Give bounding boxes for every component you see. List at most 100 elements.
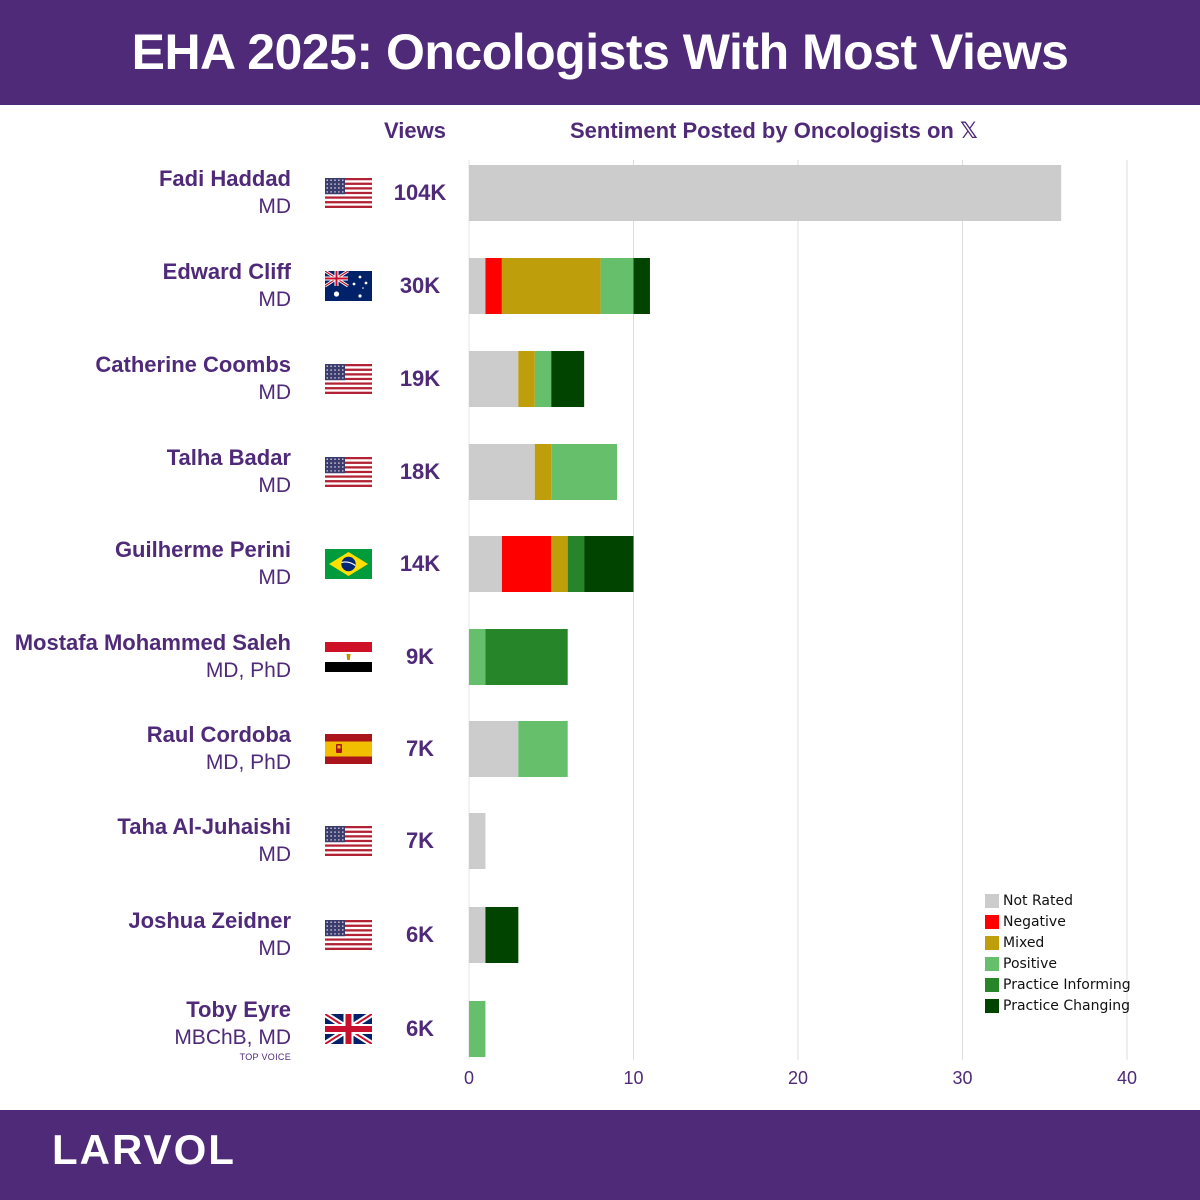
oncologist-name: Mostafa Mohammed Saleh: [14, 630, 291, 655]
views-value: 6K: [405, 922, 435, 947]
legend-label: Practice Changing: [1003, 997, 1131, 1014]
oncologist-name: Joshua Zeidner: [128, 908, 291, 933]
views-value: 104K: [393, 180, 447, 205]
oncologist-name: Toby Eyre: [186, 996, 291, 1022]
oncologist-degree: MD: [258, 937, 291, 960]
oncologist-name: Guilherme Perini: [114, 537, 291, 562]
name-block: Talha Badar MD: [1, 426, 291, 518]
oncologist-degree: MD: [258, 288, 291, 311]
oncologist-row: Toby Eyre MBChB, MD TOP VOICE 6K: [0, 983, 460, 1075]
bar-segment: [501, 258, 601, 314]
us-flag-icon: [325, 457, 372, 488]
oncologist-row: Mostafa Mohammed Saleh MD, PhD 9K: [0, 611, 460, 703]
bar-segment: [501, 536, 552, 592]
bar-segment: [534, 444, 552, 500]
legend-label: Not Rated: [1003, 892, 1073, 909]
legend-label: Positive: [1003, 955, 1057, 972]
chart-legend: Not Rated Negative Mixed Positive Practice I…: [985, 890, 1145, 1016]
bar-segment: [518, 721, 568, 777]
views-value: 30K: [399, 273, 441, 298]
name-block: Guilherme Perini MD: [1, 518, 291, 610]
sentiment-bar-chart: 0 10 20 30 40: [464, 160, 1137, 1088]
oncologist-row: Taha Al-Juhaishi MD 7K: [0, 795, 460, 887]
oncologist-degree: MD: [258, 474, 291, 497]
bar-segment: [469, 629, 486, 685]
bar-segment: [469, 444, 535, 500]
views-value: 18K: [399, 459, 441, 484]
footer-bar: [0, 1110, 1200, 1200]
bar-segment: [485, 258, 502, 314]
legend-item: Practice Informing: [985, 974, 1145, 995]
au-flag-icon: [324, 269, 372, 301]
bar-segment: [600, 258, 634, 314]
oncologist-name: Raul Cordoba: [146, 722, 291, 747]
legend-swatch: [985, 977, 999, 992]
legend-item: Positive: [985, 953, 1145, 974]
oncologist-name: Catherine Coombs: [95, 352, 291, 377]
legend-label: Negative: [1003, 913, 1066, 930]
views-value: 7K: [405, 828, 435, 853]
oncologist-row: Edward Cliff MD 30K: [0, 240, 460, 332]
bar-segment: [518, 351, 535, 407]
oncologist-row: Guilherme Perini MD 14K: [0, 518, 460, 610]
oncologist-row: Fadi Haddad MD 104K: [0, 147, 460, 239]
bar-segment: [469, 165, 1062, 221]
legend-swatch: [985, 935, 999, 950]
bar-segment: [534, 351, 552, 407]
oncologist-degree: MD: [258, 566, 291, 589]
oncologist-degree: MD, PhD: [205, 751, 291, 774]
oncologist-degree: MD: [258, 195, 291, 218]
gb-flag-icon: [323, 1011, 374, 1047]
name-block: Raul Cordoba MD, PhD: [1, 703, 291, 795]
bar-segment: [469, 721, 519, 777]
bar-segment: [469, 351, 519, 407]
bar-segment: [469, 258, 486, 314]
legend-label: Mixed: [1003, 934, 1045, 951]
us-flag-icon: [325, 364, 372, 395]
us-flag-icon: [325, 178, 372, 209]
x-tick-label: 30: [952, 1068, 972, 1088]
br-flag-icon: [325, 549, 372, 579]
legend-swatch: [985, 956, 999, 971]
views-value: 19K: [399, 366, 441, 391]
views-value: 14K: [399, 551, 441, 576]
bar-segment: [469, 813, 486, 869]
bar-segment: [567, 536, 585, 592]
name-block: Joshua Zeidner MD: [1, 889, 291, 981]
bar-segment: [485, 629, 568, 685]
us-flag-icon: [325, 920, 372, 951]
bar-segment: [551, 444, 618, 500]
name-block: Edward Cliff MD: [1, 240, 291, 332]
legend-item: Mixed: [985, 932, 1145, 953]
x-tick-label: 40: [1117, 1068, 1137, 1088]
es-flag-icon: [325, 734, 372, 764]
legend-item: Negative: [985, 911, 1145, 932]
legend-swatch: [985, 893, 999, 908]
oncologist-row: Joshua Zeidner MD 6K: [0, 889, 460, 981]
legend-swatch: [985, 998, 999, 1013]
bar-segment: [469, 1001, 486, 1057]
oncologist-name: Fadi Haddad: [158, 166, 291, 191]
views-value: 6K: [405, 1016, 435, 1041]
oncologist-row: Talha Badar MD 18K: [0, 426, 460, 518]
sentiment-header-text: Sentiment Posted by Oncologists on: [570, 118, 954, 143]
oncologist-name: Talha Badar: [166, 445, 291, 470]
oncologist-list: Fadi Haddad MD 104K Edward Cliff MD 30K Cather…: [0, 0, 460, 1110]
name-block: Fadi Haddad MD: [1, 147, 291, 239]
page-title: EHA 2025: Oncologists With Most Views: [131, 24, 1069, 80]
bar-segment: [469, 536, 502, 592]
views-value: 7K: [405, 736, 435, 761]
top-voice-badge: TOP VOICE: [239, 1051, 291, 1062]
name-block: Toby Eyre MBChB, MD TOP VOICE: [1, 983, 291, 1075]
x-logo-icon: 𝕏: [959, 119, 978, 144]
oncologist-row: Raul Cordoba MD, PhD 7K: [0, 703, 460, 795]
x-tick-label: 20: [788, 1068, 808, 1088]
sentiment-column-header: Sentiment Posted by Oncologists on 𝕏: [570, 116, 978, 147]
bar-segment: [485, 907, 519, 963]
name-block: Taha Al-Juhaishi MD: [1, 795, 291, 887]
larvol-logo: LARVOL: [52, 1126, 236, 1173]
x-tick-label: 10: [623, 1068, 643, 1088]
bar-segment: [551, 536, 568, 592]
name-block: Catherine Coombs MD: [1, 333, 291, 425]
name-block: Mostafa Mohammed Saleh MD, PhD: [1, 611, 291, 703]
